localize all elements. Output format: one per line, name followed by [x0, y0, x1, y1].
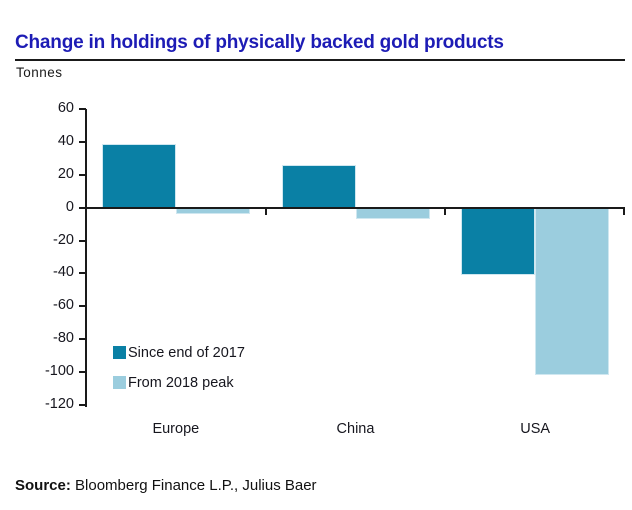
legend-item-since-end-of-2017: Since end of 2017 — [113, 344, 245, 361]
x-tick-mark-2 — [444, 208, 447, 215]
y-tick-mark-0 — [79, 206, 86, 209]
y-tick-label-20: 20 — [57, 165, 74, 182]
legend-item-from-2018-peak: From 2018 peak — [113, 374, 245, 391]
y-tick-mark--20 — [79, 239, 86, 242]
legend-swatch-light-blue-icon — [113, 376, 126, 389]
y-tick-label-60: 60 — [57, 100, 74, 116]
legend-label: Since end of 2017 — [128, 344, 245, 361]
bar-usa-since-end-2017 — [461, 207, 536, 276]
y-tick-mark--40 — [79, 272, 86, 275]
legend-label: From 2018 peak — [128, 374, 234, 391]
source-prefix: Source: — [15, 477, 71, 494]
y-tick-label--20: -20 — [53, 231, 74, 248]
x-tick-mark-1 — [264, 208, 267, 215]
bar-europe-since-end-2017 — [101, 143, 176, 208]
y-tick-mark--80 — [79, 338, 86, 341]
x-category-label-usa: USA — [520, 421, 551, 437]
title-underline-rule — [15, 59, 625, 61]
y-tick-mark-60 — [79, 108, 86, 110]
y-tick-label--40: -40 — [53, 264, 74, 281]
y-tick-label--80: -80 — [53, 330, 74, 347]
bar-china-since-end-2017 — [281, 164, 356, 208]
y-tick-label--120: -120 — [44, 395, 74, 412]
chart-legend: Since end of 2017 From 2018 peak — [113, 344, 245, 404]
x-category-label-china: China — [336, 421, 375, 437]
x-category-label-europe: Europe — [152, 421, 200, 437]
source-text: Bloomberg Finance L.P., Julius Baer — [70, 477, 317, 494]
y-tick-mark--60 — [79, 305, 86, 308]
y-tick-mark-20 — [79, 173, 86, 176]
y-tick-label-0: 0 — [65, 198, 74, 215]
legend-swatch-dark-teal-icon — [113, 346, 126, 359]
zero-baseline — [85, 206, 625, 209]
y-tick-label-40: 40 — [57, 132, 74, 149]
bar-usa-from-2018-peak — [535, 207, 610, 376]
y-tick-mark--120 — [79, 403, 86, 406]
y-tick-label--60: -60 — [53, 297, 74, 314]
y-tick-mark-40 — [79, 140, 86, 143]
y-axis-line — [85, 109, 87, 407]
x-tick-mark-end — [623, 208, 625, 215]
y-tick-mark--100 — [79, 371, 86, 374]
y-axis-unit-label: Tonnes — [16, 65, 63, 80]
source-line: Source: Bloomberg Finance L.P., Julius B… — [15, 477, 317, 494]
bar-china-from-2018-peak — [355, 207, 430, 220]
y-tick-label--100: -100 — [44, 363, 74, 380]
chart-title: Change in holdings of physically backed … — [15, 32, 504, 53]
